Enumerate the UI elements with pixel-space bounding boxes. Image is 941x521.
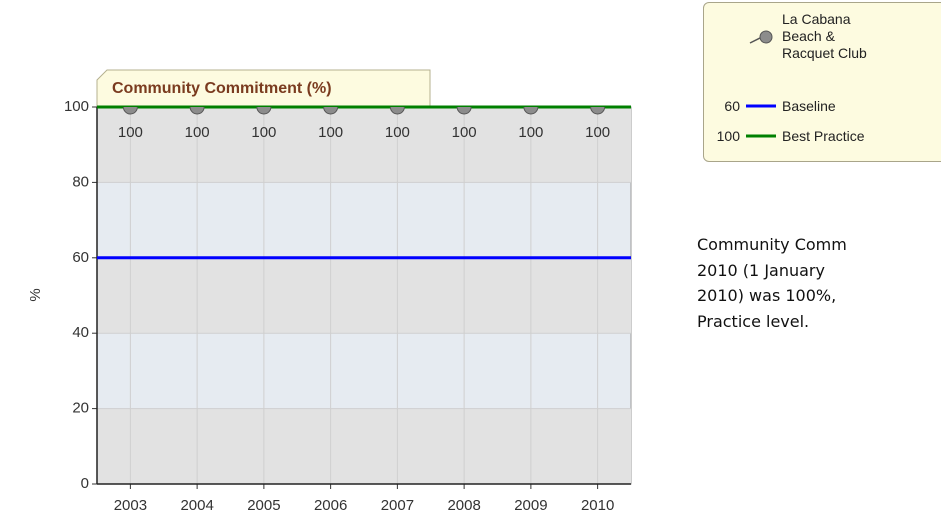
y-tick-label: 80 (72, 173, 89, 190)
legend-symbol (744, 27, 778, 47)
y-tick-label: 100 (64, 98, 89, 115)
title-tab (96, 69, 431, 107)
data-point (189, 107, 205, 115)
data-label: 100 (452, 124, 477, 141)
legend: La Cabana Beach & Racquet Club 60 Baseline… (703, 2, 941, 162)
legend-dot (759, 30, 773, 43)
x-tick-label: 2009 (514, 497, 547, 514)
description-line: Community Comm (697, 235, 847, 254)
description-line: 2010 (1 January (697, 260, 825, 280)
x-tick-label: 2006 (314, 497, 347, 514)
description-line: 2010) was 100%, (697, 286, 837, 305)
y-axis-label: % (27, 288, 44, 301)
legend-marker (746, 134, 776, 138)
data-point (523, 107, 539, 115)
data-point (122, 107, 138, 115)
legend-entry: 100 Best Practice (704, 126, 865, 146)
plot-band (97, 107, 631, 183)
legend-value: 100 (716, 128, 740, 144)
legend-entry: 60 Baseline (704, 96, 836, 116)
y-tick-label: 60 (72, 249, 89, 266)
data-label: 100 (251, 124, 276, 141)
legend-label: Best Practice (782, 128, 865, 144)
x-tick-label: 2005 (247, 497, 280, 514)
data-point (590, 107, 606, 115)
plot-band (97, 408, 631, 484)
plot-band (97, 257, 631, 334)
data-label: 100 (385, 124, 410, 141)
series (122, 107, 606, 115)
y-tick-label: 20 (72, 400, 89, 417)
legend-label: Baseline (782, 98, 836, 114)
data-label: 100 (518, 124, 543, 141)
data-label: 100 (118, 124, 143, 141)
chart: Community Commitment (%) % 2003 2004 2005 2… (27, 69, 632, 514)
chart-title: Community Commitment (%) (112, 80, 332, 97)
description-line: Practice level. (697, 311, 810, 331)
legend-value: 60 (724, 98, 740, 114)
x-tick-label: 2008 (447, 497, 480, 514)
data-point (456, 107, 472, 115)
x-tick-label: 2010 (581, 497, 614, 514)
data-label: 100 (185, 124, 210, 141)
data-label: 100 (318, 124, 343, 141)
description: Community Comm 2010 (1 January 2010) was 1… (697, 232, 941, 334)
legend-entry: La Cabana Beach & Racquet Club (704, 11, 874, 62)
legend-symbol (744, 96, 778, 116)
legend-marker (746, 104, 776, 108)
data-point (323, 107, 339, 115)
legend-label: La Cabana Beach & Racquet Club (782, 11, 867, 61)
data-point (389, 107, 405, 115)
data-point (256, 107, 272, 115)
x-tick-label: 2007 (381, 497, 414, 514)
x-tick-label: 2003 (114, 497, 147, 514)
legend-symbol (744, 126, 778, 146)
legend-marker (749, 30, 773, 44)
data-label: 100 (585, 124, 610, 141)
y-tick-label: 0 (81, 475, 89, 492)
y-tick-label: 40 (72, 324, 89, 341)
x-tick-label: 2004 (180, 497, 213, 514)
